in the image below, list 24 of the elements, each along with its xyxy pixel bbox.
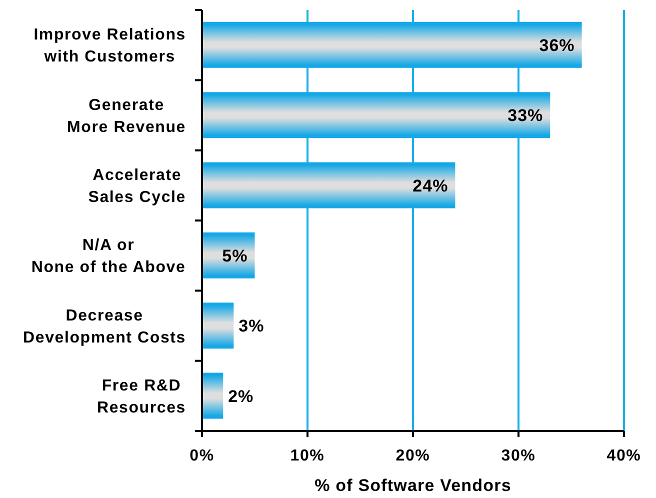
bar [202,232,255,278]
x-axis-title: % of Software Vendors [314,476,512,495]
bar [202,372,224,419]
x-tick-label: 30% [501,447,536,464]
x-tick-label: 40% [606,447,642,464]
data-label: 2% [228,386,254,406]
bar [202,92,550,138]
bar [202,162,456,208]
data-label: 24% [412,176,448,196]
data-label: 3% [238,316,264,336]
y-tick-label: Improve Relations with Customers [34,26,186,66]
bar [202,302,234,349]
x-tick-label: 20% [396,447,430,464]
y-tick-label: Generate More Revenue [67,96,186,136]
y-tick-label: Decrease Development Costs [23,307,186,346]
x-tick-label: 0% [190,447,214,464]
bar [202,22,582,68]
y-tick-label: N/A or None of the Above [31,237,186,276]
y-tick-label: Free R&D Resources [96,377,186,416]
x-tick-label: 10% [290,447,325,464]
y-tick-label: Accelerate Sales Cycle [88,166,186,206]
data-label: 5% [222,246,248,266]
data-label: 36% [539,36,575,56]
data-label: 33% [508,106,544,126]
